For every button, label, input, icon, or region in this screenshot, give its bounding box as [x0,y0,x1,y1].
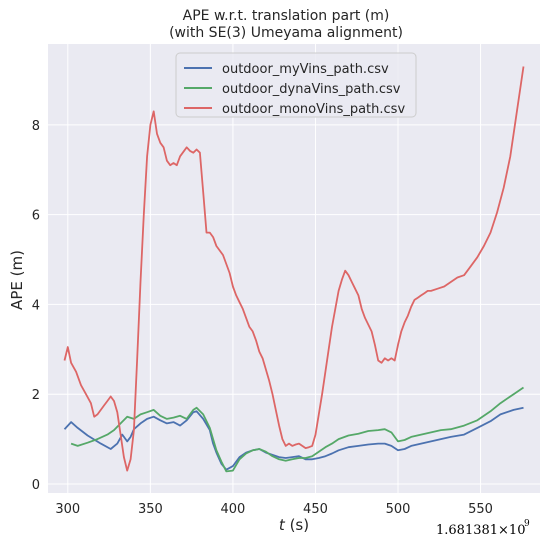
svg-text:9: 9 [524,519,530,529]
y-tick-label: 4 [32,298,40,313]
legend-box [175,52,417,118]
x-tick-label: 550 [468,502,493,517]
y-tick-label: 8 [32,119,40,134]
legend: outdoor_myVins_path.csv outdoor_dynaVins_… [175,52,417,118]
chart-title-line2: (with SE(3) Umeyama alignment) [169,25,403,41]
y-tick-label: 6 [32,209,40,224]
x-tick-label: 450 [303,502,328,517]
x-tick-label: 400 [220,502,245,517]
svg-text:1.681381×10: 1.681381×10 [436,523,525,538]
series-line-3 [63,66,525,472]
series-line-2 [70,386,525,473]
x-tick-label: 350 [138,502,163,517]
x-offset-text: 1.681381×10 9 [436,519,530,538]
x-tick-label: 500 [386,502,411,517]
y-tick-label: 2 [32,388,40,403]
series-lines [63,66,525,473]
y-tick-label: 0 [32,478,40,493]
chart-title-line1: APE w.r.t. translation part (m) [183,8,390,24]
x-tick-label: 300 [55,502,80,517]
y-axis-label: APE (m) [8,250,26,310]
grid-lines [48,44,540,493]
legend-label-3: outdoor_monoVins_path.csv [222,102,405,117]
tick-labels: 300 350 400 450 500 550 0 2 4 6 8 [32,119,493,517]
x-axis-label: t (s) [279,516,309,534]
legend-label-1: outdoor_myVins_path.csv [222,62,389,77]
legend-label-2: outdoor_dynaVins_path.csv [222,82,401,97]
